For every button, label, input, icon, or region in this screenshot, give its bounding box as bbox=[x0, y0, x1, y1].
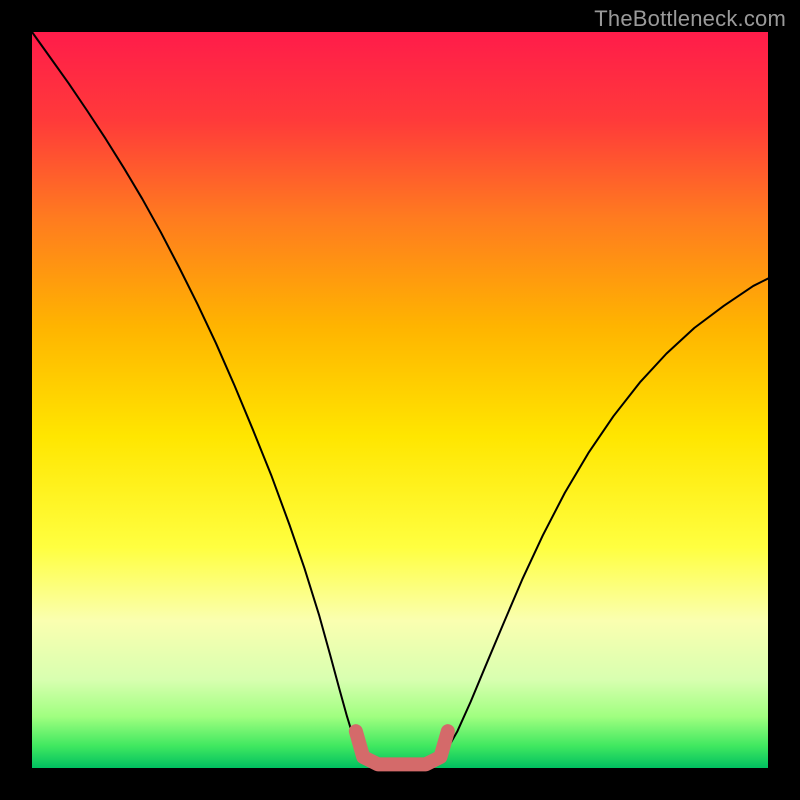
chart-stage: TheBottleneck.com bbox=[0, 0, 800, 800]
plot-background bbox=[32, 32, 768, 768]
bottleneck-curve-plot bbox=[0, 0, 800, 800]
watermark-text: TheBottleneck.com bbox=[594, 6, 786, 32]
